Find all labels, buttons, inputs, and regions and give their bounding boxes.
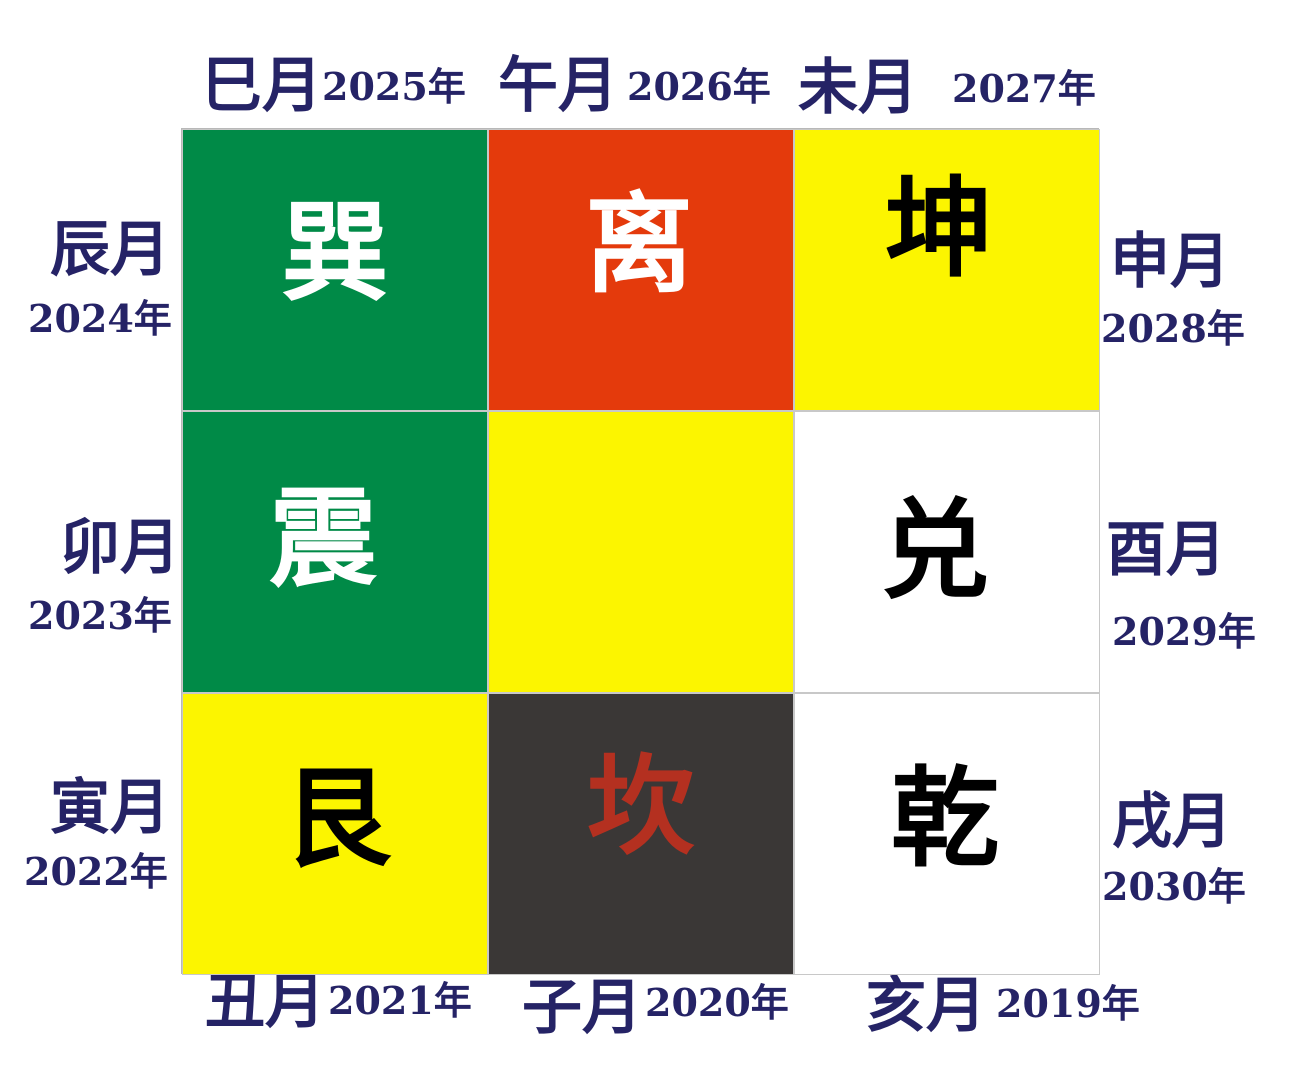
bottom-year-2019: 2019年 [996,981,1140,1026]
left-month-yin: 寅月 [50,773,170,843]
bottom-month-chou: 丑月 [205,967,325,1037]
left-year-2022: 2022年 [24,849,168,894]
cell-zhen: 震 [182,411,488,693]
left-month-chen: 辰月 [50,215,170,285]
trigram-li: 离 [584,183,693,308]
cell-center [488,411,794,693]
top-month-si: 巳月 [202,51,322,121]
trigram-kun: 坤 [884,167,993,292]
top-year-2026: 2026年 [627,64,771,109]
top-month-wei: 未月 [798,53,918,123]
trigram-dui: 兑 [880,489,989,614]
right-month-xu: 戌月 [1112,787,1232,857]
right-year-2030: 2030年 [1102,864,1246,909]
top-year-2025: 2025年 [322,64,466,109]
cell-qian: 乾 [794,693,1100,975]
left-year-2023: 2023年 [28,593,172,638]
right-month-you: 酉月 [1106,515,1226,585]
cell-kan: 坎 [488,693,794,975]
bottom-month-hai: 亥月 [866,971,986,1041]
right-month-shen: 申月 [1110,227,1230,297]
cell-gen: 艮 [182,693,488,975]
bottom-year-2021: 2021年 [328,978,472,1023]
right-year-2028: 2028年 [1101,306,1245,351]
trigram-gen: 艮 [282,757,391,882]
bottom-year-2020: 2020年 [645,980,789,1025]
cell-dui: 兑 [794,411,1100,693]
trigram-kan: 坎 [586,745,695,870]
trigram-xun: 巽 [280,191,389,316]
cell-kun: 坤 [794,129,1100,411]
left-year-2024: 2024年 [28,296,172,341]
trigram-zhen: 震 [268,477,377,602]
right-year-2029: 2029年 [1112,609,1256,654]
top-year-2027: 2027年 [952,66,1096,111]
cell-xun: 巽 [182,129,488,411]
trigram-qian: 乾 [890,757,999,882]
left-month-mao: 卯月 [60,513,180,583]
trigram-grid: 巽 离 坤 震 兑 艮 坎 乾 [181,128,1100,975]
bottom-month-zi: 子月 [522,973,642,1043]
top-month-wu: 午月 [498,51,618,121]
cell-li: 离 [488,129,794,411]
